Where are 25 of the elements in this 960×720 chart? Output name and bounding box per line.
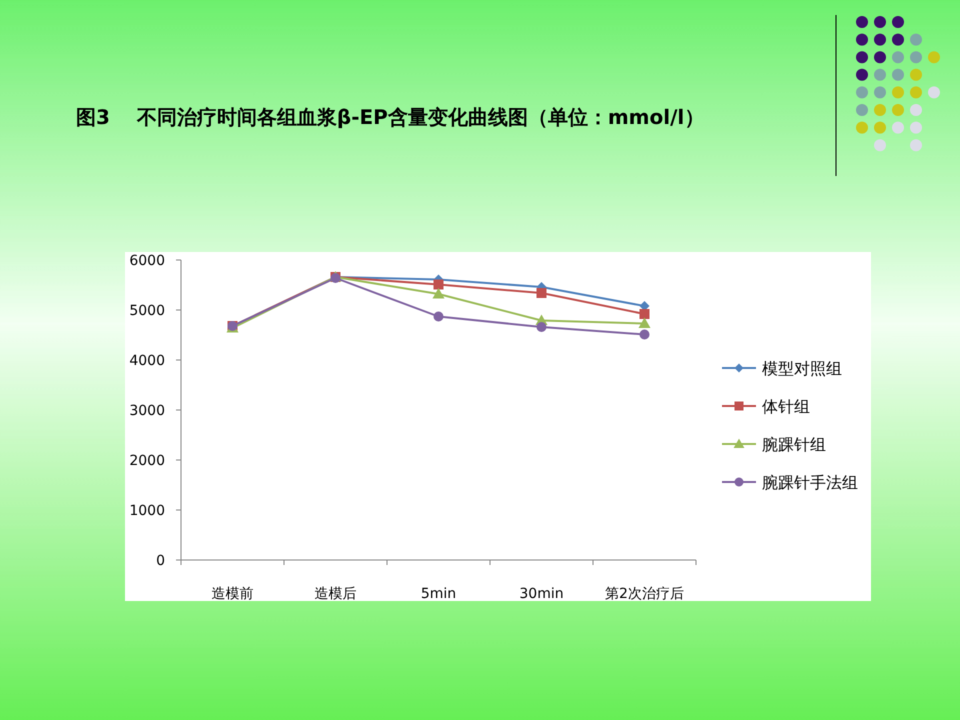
y-tick-label: 0 [156,553,165,569]
point [536,322,546,332]
point [640,309,650,319]
chart-title: 图3 不同治疗时间各组血浆β-EP含量变化曲线图（单位：mmol/l） [76,105,704,129]
point [432,288,444,298]
point [640,330,650,340]
y-tick-label: 4000 [129,353,165,369]
x-tick-label: 第2次治疗后 [605,586,684,602]
legend-label: 模型对照组 [762,359,842,378]
point [434,312,444,322]
y-tick-label: 3000 [129,403,165,419]
x-tick-label: 30min [519,586,564,602]
point [434,280,444,290]
y-tick-label: 6000 [129,253,165,269]
legend-label: 腕踝针手法组 [762,473,858,492]
legend-label: 腕踝针组 [762,435,826,454]
point [638,318,650,328]
y-tick-label: 2000 [129,453,165,469]
x-tick-label: 造模后 [314,586,356,602]
x-tick-label: 造模前 [212,586,254,602]
point [536,288,546,298]
y-tick-label: 5000 [129,303,165,319]
y-tick-label: 1000 [129,503,165,519]
legend-label: 体针组 [762,397,810,416]
x-tick-label: 5min [420,586,456,602]
